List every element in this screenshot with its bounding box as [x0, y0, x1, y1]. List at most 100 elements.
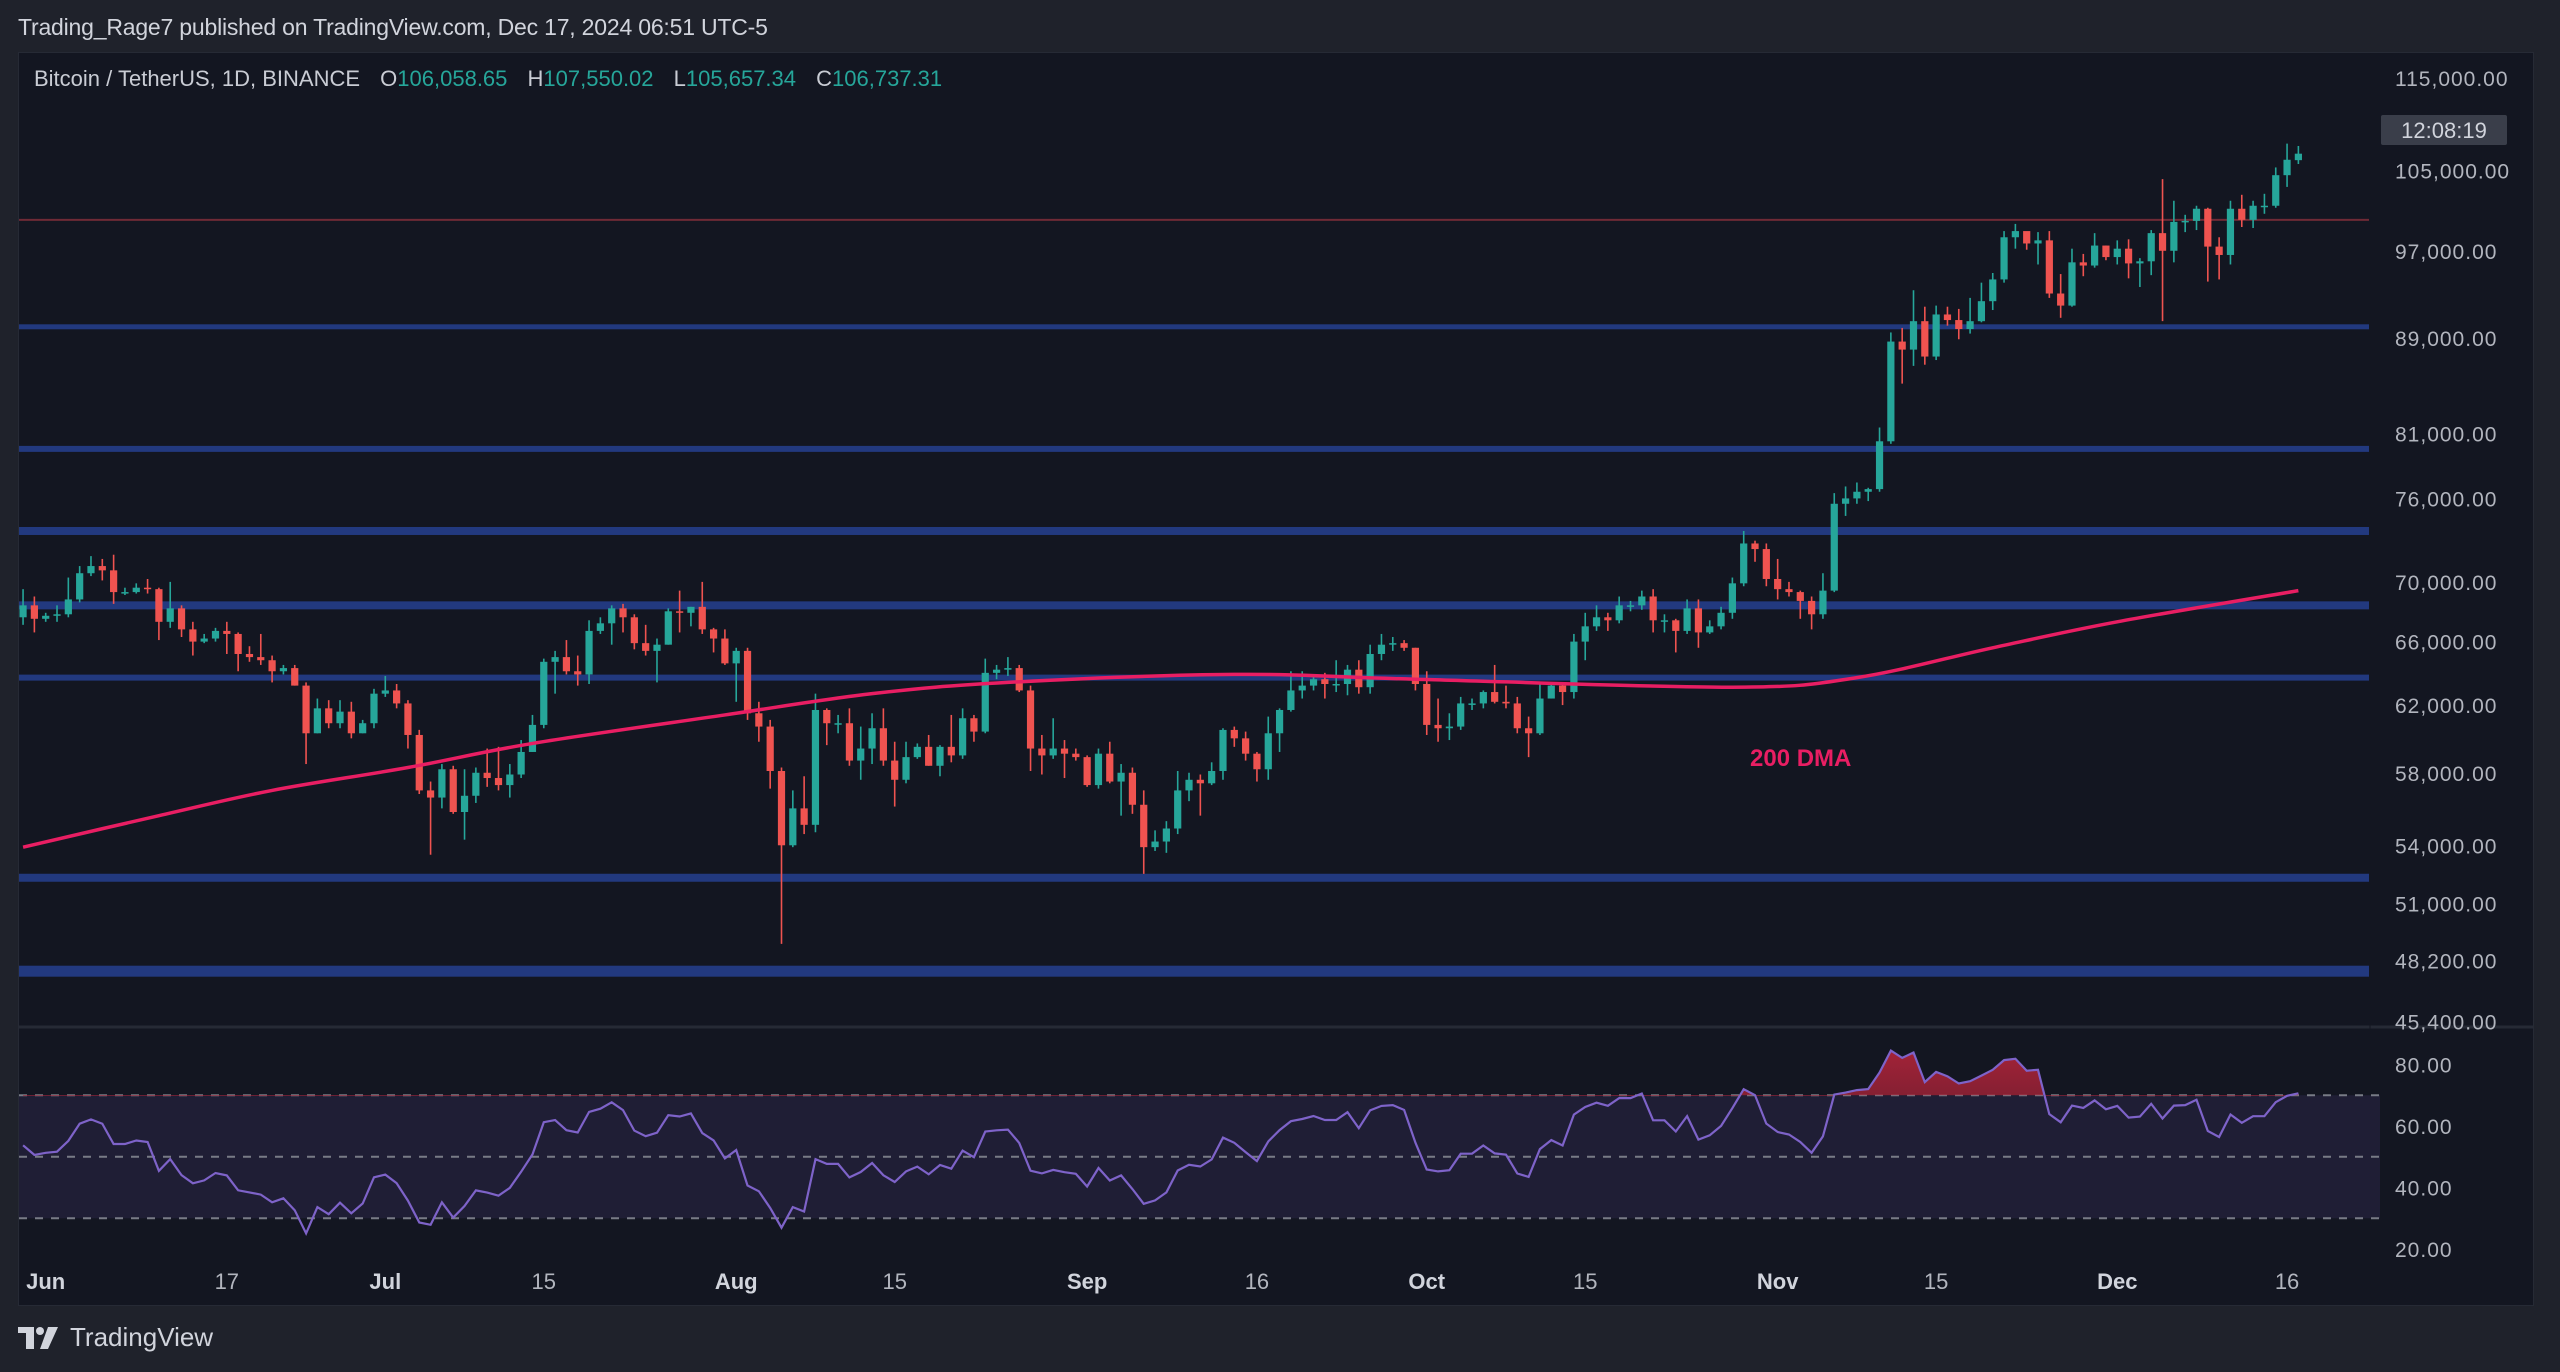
- candle: [811, 693, 820, 833]
- candle-body: [19, 605, 27, 618]
- candle: [1875, 427, 1884, 492]
- candle-body: [653, 644, 661, 651]
- candle: [494, 746, 503, 791]
- candle: [460, 769, 469, 840]
- candle-body: [1751, 543, 1759, 550]
- candle: [393, 684, 401, 709]
- price-tick-label: 115,000.00: [2395, 68, 2509, 91]
- candle-body: [1898, 341, 1906, 350]
- low-label: L: [673, 66, 686, 91]
- candle: [347, 701, 355, 739]
- candle-body: [721, 638, 729, 664]
- candle: [925, 734, 933, 766]
- candle: [438, 764, 446, 809]
- candle-body: [823, 709, 831, 724]
- candle-body: [1321, 679, 1329, 685]
- candle-body: [1275, 709, 1284, 734]
- candle-body: [166, 608, 174, 622]
- candle-body: [87, 566, 95, 574]
- candle: [2057, 274, 2065, 318]
- rsi-band: [19, 1095, 2380, 1219]
- symbol-legend[interactable]: Bitcoin / TetherUS, 1D, BINANCE O106,058…: [34, 66, 942, 92]
- candle: [2170, 200, 2178, 263]
- candle-body: [1072, 753, 1080, 758]
- candle: [1423, 671, 1431, 735]
- price-tick-label: 97,000.00: [2395, 241, 2497, 264]
- candle-body: [1909, 321, 1918, 350]
- level-line-blue[interactable]: [19, 965, 2369, 977]
- candle: [1502, 685, 1510, 709]
- candle-body: [121, 592, 129, 594]
- rsi-line[interactable]: [22, 1049, 2299, 1237]
- candle-body: [834, 723, 842, 725]
- candle: [1411, 647, 1420, 691]
- candle: [540, 658, 548, 729]
- level-line-blue[interactable]: [19, 674, 2369, 681]
- candle-body: [2124, 248, 2133, 264]
- rsi-tick-label: 80.00: [2395, 1055, 2453, 1078]
- candle-body: [1151, 841, 1159, 848]
- level-line-blue[interactable]: [19, 601, 2369, 610]
- candle-body: [1819, 590, 1827, 615]
- rsi-tick-label: 60.00: [2395, 1116, 2453, 1139]
- candle-body: [1230, 729, 1238, 739]
- candle: [902, 741, 910, 784]
- candle: [1004, 657, 1012, 677]
- time-axis[interactable]: Jun 17 Jul 15 Aug 15 Sep 16 Oct 15 Nov 15 Dec 16: [26, 1269, 2299, 1294]
- candle-body: [2215, 246, 2223, 255]
- price-axis[interactable]: 115,000.00 105,000.00 97,000.00 89,000.00 81…: [2395, 68, 2510, 1034]
- candle: [1049, 718, 1057, 759]
- candle: [1638, 590, 1646, 610]
- candle: [1106, 741, 1114, 784]
- candle: [1230, 726, 1238, 747]
- candle-body: [245, 653, 254, 658]
- candle-body: [777, 771, 786, 846]
- open-value: 106,058.65: [397, 66, 508, 91]
- candle-body: [1932, 314, 1940, 357]
- candle: [1853, 482, 1861, 504]
- candle-body: [325, 708, 333, 724]
- candle-body: [1875, 441, 1884, 490]
- candle: [1943, 306, 1952, 326]
- level-line-red[interactable]: [19, 218, 2369, 221]
- candle-body: [642, 643, 650, 651]
- candle: [2215, 237, 2223, 280]
- time-tick-label: Jul: [369, 1269, 401, 1294]
- horizontal-levels: [19, 218, 2369, 977]
- level-line-blue[interactable]: [19, 873, 2369, 882]
- price-tick-label: 62,000.00: [2395, 695, 2497, 718]
- level-line-blue[interactable]: [19, 445, 2369, 452]
- candle-body: [426, 790, 435, 798]
- candle-body: [959, 718, 967, 756]
- candle-body: [200, 638, 208, 642]
- ma200-line[interactable]: [22, 588, 2299, 849]
- candle-body: [2034, 240, 2042, 244]
- candle-body: [1094, 753, 1103, 786]
- candle-body: [30, 605, 38, 619]
- candle: [2068, 248, 2076, 307]
- candle-body: [902, 757, 910, 780]
- candle-body: [868, 728, 876, 749]
- tradingview-logo[interactable]: TradingView: [18, 1322, 213, 1353]
- candle-body: [2272, 175, 2280, 206]
- level-line-blue[interactable]: [19, 526, 2369, 535]
- price-tick-label: 70,000.00: [2395, 572, 2497, 595]
- candle-body: [1468, 703, 1476, 705]
- candle: [302, 682, 310, 765]
- candle: [370, 688, 378, 729]
- candle-body: [1162, 828, 1170, 842]
- candle: [2238, 194, 2246, 227]
- time-tick-label: Oct: [1408, 1269, 1445, 1294]
- candle-body: [2238, 208, 2246, 220]
- rsi-axis[interactable]: 80.00 60.00 40.00 20.00: [2395, 1055, 2453, 1263]
- candle: [1808, 596, 1816, 630]
- candle: [1830, 493, 1838, 593]
- candle-body: [551, 657, 559, 662]
- candle-body: [947, 746, 955, 756]
- candle: [472, 767, 480, 803]
- candle-body: [143, 587, 152, 590]
- candle-body: [687, 606, 695, 613]
- level-line-blue[interactable]: [19, 324, 2369, 330]
- candle-body: [1717, 612, 1725, 627]
